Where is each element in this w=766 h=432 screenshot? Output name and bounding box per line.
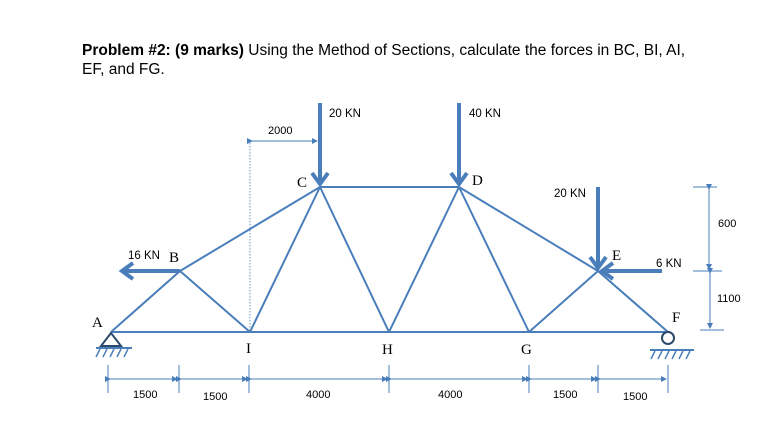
load-b-horizontal bbox=[118, 261, 180, 281]
node-e-label: E bbox=[612, 248, 621, 264]
dim-span-1: 1500 bbox=[133, 389, 157, 401]
dim-height-1100: 1100 bbox=[717, 293, 741, 305]
load-c-label: 20 KN bbox=[329, 108, 361, 120]
load-e-vertical-label: 20 KN bbox=[554, 188, 586, 200]
member-bi bbox=[179, 270, 251, 333]
dim-span-4: 4000 bbox=[438, 389, 462, 401]
load-e-horizontal bbox=[598, 261, 662, 281]
member-bc bbox=[179, 186, 321, 272]
load-d-label: 40 KN bbox=[469, 108, 501, 120]
dim-height-600: 600 bbox=[718, 218, 736, 230]
member-ci bbox=[249, 186, 321, 333]
load-b-label: 16 KN bbox=[128, 250, 160, 262]
dim-span-6: 1500 bbox=[623, 391, 647, 403]
load-d bbox=[449, 103, 469, 188]
node-i-label: I bbox=[246, 341, 251, 357]
node-g-label: G bbox=[521, 342, 532, 358]
member-de bbox=[458, 186, 599, 272]
dim-2000-label: 2000 bbox=[268, 125, 292, 137]
dim-span-5: 1500 bbox=[553, 389, 577, 401]
node-h-label: H bbox=[382, 342, 393, 358]
load-e-horizontal-label: 6 KN bbox=[656, 258, 682, 270]
member-hd bbox=[388, 186, 460, 333]
problem-text: Using the Method of Sections, calculate … bbox=[82, 42, 686, 78]
dim-span-3: 4000 bbox=[306, 389, 330, 401]
node-d-label: D bbox=[472, 173, 483, 189]
problem-heading: Problem #2: (9 marks) bbox=[82, 42, 244, 59]
node-a-label: A bbox=[92, 315, 103, 331]
load-c bbox=[310, 103, 330, 188]
node-c-label: C bbox=[297, 175, 307, 191]
truss-members bbox=[110, 186, 669, 333]
load-e-vertical bbox=[588, 187, 608, 272]
member-ef bbox=[597, 270, 669, 333]
member-ge bbox=[528, 270, 599, 333]
problem-statement: Problem #2: (9 marks) Using the Method o… bbox=[82, 41, 702, 79]
pin-support-icon bbox=[95, 331, 132, 358]
member-ab bbox=[110, 270, 181, 333]
roller-support-icon bbox=[650, 331, 694, 360]
bottom-dimensions bbox=[105, 365, 669, 393]
node-f-label: F bbox=[672, 310, 680, 326]
height-dimensions bbox=[693, 184, 724, 331]
dim-span-2: 1500 bbox=[203, 391, 227, 403]
node-b-label: B bbox=[169, 250, 179, 266]
member-ch bbox=[319, 186, 390, 333]
member-dg bbox=[458, 186, 530, 333]
